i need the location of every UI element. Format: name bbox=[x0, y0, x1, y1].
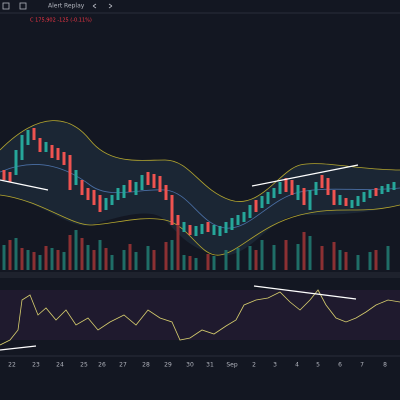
time-label: 26 bbox=[98, 362, 106, 369]
candles-down bbox=[2, 128, 378, 235]
candles-up bbox=[14, 130, 396, 236]
time-label: 2 bbox=[252, 362, 256, 369]
trend-line[interactable] bbox=[253, 285, 357, 300]
volume-up bbox=[2, 230, 390, 270]
time-label: 31 bbox=[206, 362, 214, 369]
time-label: 23 bbox=[32, 362, 40, 369]
pane-separator bbox=[0, 272, 400, 278]
replay-button[interactable]: Replay bbox=[64, 3, 85, 10]
time-label: Sep bbox=[226, 362, 238, 369]
time-label: 4 bbox=[295, 362, 299, 369]
redo-icon[interactable] bbox=[108, 3, 113, 9]
time-label: 27 bbox=[119, 362, 127, 369]
trend-line[interactable] bbox=[251, 164, 359, 187]
time-label: 30 bbox=[186, 362, 194, 369]
price-legend: C 175,902 -125 (-0.11%) bbox=[30, 18, 92, 24]
alert-button[interactable]: Alert bbox=[48, 3, 63, 10]
trend-line[interactable] bbox=[0, 345, 37, 351]
volume-down bbox=[8, 225, 378, 270]
time-label: 8 bbox=[383, 362, 387, 369]
bollinger-lower bbox=[0, 194, 400, 256]
trend-line[interactable] bbox=[0, 179, 49, 191]
time-label: 29 bbox=[164, 362, 172, 369]
time-label: 6 bbox=[338, 362, 342, 369]
toolbar bbox=[0, 0, 400, 13]
bollinger-fill bbox=[0, 120, 400, 256]
time-label: 28 bbox=[142, 362, 150, 369]
undo-icon[interactable] bbox=[92, 3, 97, 9]
rsi-line bbox=[0, 289, 400, 346]
indicators-icon[interactable] bbox=[19, 2, 27, 10]
bollinger-upper bbox=[0, 120, 400, 202]
time-label: 25 bbox=[80, 362, 88, 369]
time-label: 24 bbox=[56, 362, 64, 369]
time-label: 7 bbox=[360, 362, 364, 369]
time-label: 5 bbox=[316, 362, 320, 369]
time-label: 22 bbox=[8, 362, 16, 369]
bollinger-basis bbox=[0, 164, 400, 229]
time-label: 3 bbox=[273, 362, 277, 369]
layout-icon[interactable] bbox=[2, 2, 10, 10]
